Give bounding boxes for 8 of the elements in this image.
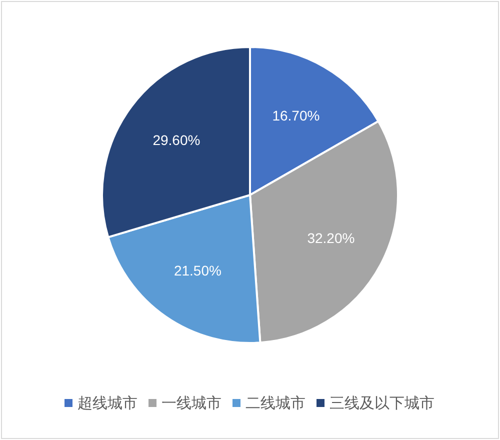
data-label: 21.50%: [174, 262, 222, 278]
data-label: 29.60%: [152, 132, 200, 148]
legend-label: 一线城市: [162, 395, 222, 412]
legend-label: 超线城市: [78, 395, 138, 412]
legend-label: 二线城市: [246, 395, 306, 412]
data-label: 16.70%: [272, 108, 320, 124]
data-label: 32.20%: [307, 230, 355, 246]
legend-label: 三线及以下城市: [330, 395, 434, 412]
